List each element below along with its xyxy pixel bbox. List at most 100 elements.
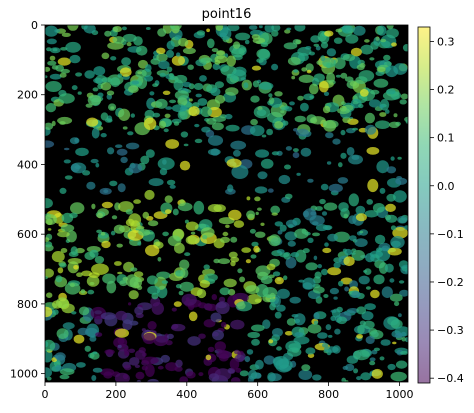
heatmap-cell bbox=[73, 334, 85, 344]
heatmap-cell bbox=[322, 247, 332, 254]
heatmap-cell bbox=[245, 285, 260, 295]
heatmap-cell bbox=[358, 275, 370, 285]
heatmap-cell bbox=[260, 275, 273, 285]
heatmap-cell bbox=[178, 37, 189, 47]
heatmap-cell bbox=[213, 258, 220, 264]
heatmap-cell bbox=[165, 139, 180, 149]
heatmap-cell bbox=[254, 196, 261, 202]
heatmap-cell bbox=[50, 47, 61, 54]
heatmap-cell bbox=[320, 41, 329, 49]
heatmap-cell bbox=[348, 154, 363, 165]
colorbar-tick-label: −0.3 bbox=[437, 324, 464, 337]
heatmap-cell bbox=[225, 224, 230, 228]
heatmap-cell bbox=[176, 237, 180, 242]
heatmap-cell bbox=[93, 66, 106, 76]
heatmap-cell bbox=[222, 231, 229, 237]
heatmap-plot-area bbox=[44, 24, 409, 383]
heatmap-cell bbox=[164, 113, 171, 119]
heatmap-cell bbox=[62, 322, 75, 330]
heatmap-cell bbox=[47, 228, 52, 231]
heatmap-cell bbox=[250, 254, 257, 259]
heatmap-cell bbox=[305, 63, 314, 72]
heatmap-cell bbox=[174, 90, 189, 100]
heatmap-cell bbox=[193, 83, 204, 90]
heatmap-cell bbox=[146, 275, 158, 285]
heatmap-cell bbox=[323, 202, 338, 211]
heatmap-cell bbox=[141, 356, 159, 365]
heatmap-cell bbox=[379, 187, 386, 194]
heatmap-cell bbox=[75, 72, 83, 77]
heatmap-cell bbox=[183, 143, 189, 147]
colorbar-tick-label: −0.2 bbox=[437, 276, 464, 289]
heatmap-cell bbox=[45, 341, 49, 348]
heatmap-cell bbox=[60, 224, 75, 232]
heatmap-cell bbox=[259, 25, 263, 29]
heatmap-cell bbox=[397, 156, 402, 160]
heatmap-cell bbox=[201, 126, 211, 133]
heatmap-cell bbox=[45, 25, 58, 37]
heatmap-cell bbox=[405, 119, 408, 124]
heatmap-cell bbox=[337, 107, 350, 115]
heatmap-cell bbox=[84, 70, 95, 79]
heatmap-cell bbox=[370, 89, 380, 95]
heatmap-cell bbox=[251, 241, 259, 247]
heatmap-cell bbox=[361, 311, 374, 321]
heatmap-cell bbox=[179, 259, 190, 270]
heatmap-cell bbox=[355, 205, 366, 215]
heatmap-cell bbox=[276, 304, 286, 312]
heatmap-cell bbox=[325, 132, 334, 139]
heatmap-cell bbox=[207, 135, 224, 146]
heatmap-cell bbox=[55, 275, 63, 283]
heatmap-cell bbox=[348, 193, 359, 207]
heatmap-cell bbox=[292, 39, 301, 45]
heatmap-cell bbox=[230, 256, 240, 263]
x-tick-label: 800 bbox=[318, 388, 339, 401]
heatmap-cell bbox=[334, 328, 341, 335]
heatmap-cell bbox=[302, 277, 316, 290]
heatmap-cell bbox=[376, 247, 383, 252]
heatmap-cell bbox=[333, 296, 338, 300]
heatmap-cell bbox=[263, 355, 275, 365]
heatmap-cell bbox=[45, 75, 48, 79]
heatmap-cell bbox=[300, 147, 312, 157]
heatmap-cell bbox=[71, 85, 78, 91]
heatmap-cell bbox=[297, 52, 309, 62]
heatmap-cell bbox=[378, 262, 388, 274]
heatmap-cell bbox=[225, 124, 240, 132]
heatmap-cell bbox=[91, 127, 100, 139]
heatmap-cell bbox=[107, 41, 124, 50]
heatmap-cell bbox=[61, 32, 71, 38]
heatmap-cell bbox=[186, 371, 196, 379]
heatmap-cell bbox=[89, 336, 97, 342]
colorbar-tick-label: 0.2 bbox=[437, 84, 455, 97]
heatmap-cell bbox=[114, 372, 130, 382]
heatmap-cell bbox=[244, 39, 250, 45]
heatmap-cell bbox=[286, 27, 292, 31]
heatmap-cell bbox=[316, 60, 324, 66]
heatmap-cell bbox=[271, 151, 280, 156]
heatmap-cell bbox=[319, 81, 329, 93]
heatmap-cell bbox=[381, 286, 393, 299]
heatmap-cell bbox=[258, 82, 274, 90]
heatmap-cell bbox=[254, 231, 266, 238]
heatmap-cell bbox=[129, 357, 140, 366]
heatmap-cell bbox=[326, 48, 337, 57]
heatmap-cell bbox=[206, 117, 217, 125]
heatmap-cell bbox=[49, 73, 62, 80]
heatmap-cell bbox=[95, 162, 100, 168]
heatmap-cell bbox=[90, 158, 99, 164]
heatmap-cell bbox=[45, 66, 51, 72]
heatmap-cell bbox=[120, 67, 132, 77]
heatmap-cell bbox=[372, 203, 385, 213]
heatmap-cell bbox=[69, 54, 81, 64]
heatmap-cell bbox=[399, 99, 407, 105]
heatmap-cell bbox=[73, 265, 79, 270]
heatmap-cell bbox=[171, 55, 185, 66]
heatmap-cell bbox=[350, 47, 362, 57]
heatmap-cell bbox=[152, 112, 161, 118]
heatmap-cell bbox=[178, 290, 184, 296]
heatmap-cell bbox=[165, 209, 172, 215]
heatmap-cell bbox=[179, 199, 185, 204]
heatmap-cell bbox=[110, 106, 115, 110]
heatmap-cell bbox=[333, 231, 350, 243]
